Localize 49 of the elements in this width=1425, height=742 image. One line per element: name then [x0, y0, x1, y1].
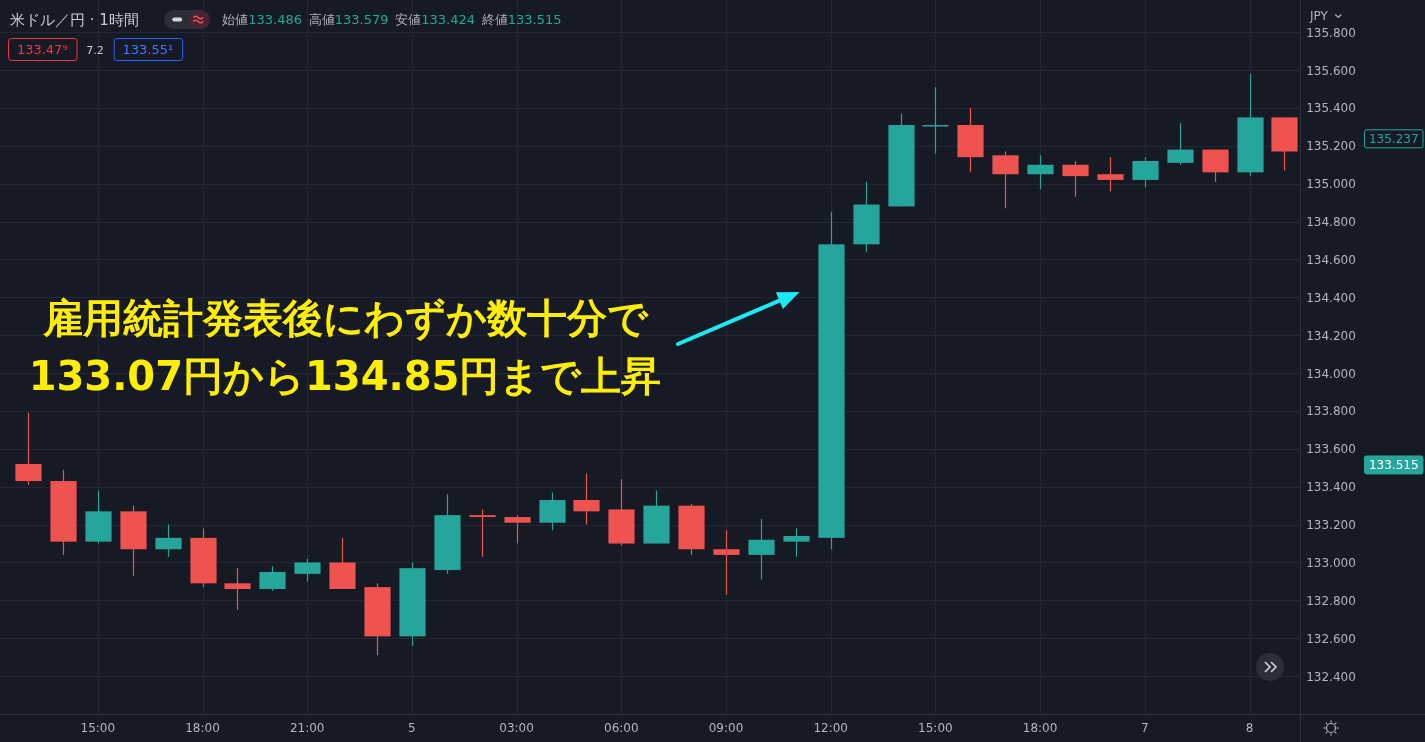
y-tick-label: 132.600	[1306, 631, 1356, 646]
x-tick-label: 15:00	[80, 721, 116, 735]
x-tick-label: 7	[1140, 721, 1149, 735]
x-tick-label: 21:00	[289, 721, 325, 735]
candlestick	[504, 514, 531, 545]
y-tick-label: 134.800	[1306, 215, 1356, 230]
x-tick-label: 06:00	[604, 721, 639, 735]
x-tick-label: 5	[408, 721, 416, 735]
annotation: 安値133.424	[395, 12, 476, 27]
annotation: 雇用統計発表後にわずか数十分で 133.07円から134.85円まで上昇	[28, 295, 662, 399]
y-tick-label: 135.200	[1306, 139, 1356, 154]
y-tick-label: 135.400	[1306, 101, 1356, 116]
annotation: 7.2	[86, 44, 104, 57]
y-tick-label: 135.600	[1306, 63, 1356, 78]
y-tick-label: 135.800	[1306, 25, 1356, 40]
annotation: 終値133.515	[480, 12, 562, 27]
y-tick-label: 132.800	[1306, 593, 1356, 608]
y-tick-label: 134.200	[1306, 328, 1356, 343]
annotation: 133.47⁹	[16, 42, 68, 57]
candlestick	[469, 508, 496, 558]
y-tick-label: 132.400	[1306, 669, 1356, 684]
candlestick	[1027, 154, 1054, 190]
candlestick	[224, 567, 251, 611]
candlestick	[713, 529, 740, 596]
y-tick-label: 133.400	[1306, 480, 1356, 495]
annotation: 高値133.579	[308, 12, 389, 27]
text: 133.515	[1368, 458, 1419, 473]
annotation: 始値133.486	[222, 12, 302, 27]
y-tick-label: 134.000	[1306, 366, 1356, 381]
y-tick-label: 133.200	[1306, 518, 1356, 533]
y-tick-label: 134.600	[1306, 252, 1356, 267]
y-axis-title: JPY	[1309, 9, 1329, 23]
y-tick-label: 133.000	[1306, 555, 1356, 570]
x-tick-label: 18:00	[1022, 721, 1058, 735]
text: 米ドル／円 · 1時間	[10, 11, 139, 29]
y-tick-label: 133.600	[1306, 442, 1356, 457]
y-tick-label: 133.800	[1306, 404, 1356, 419]
y-tick-label: 135.000	[1306, 177, 1356, 192]
annotation: 133.55¹	[122, 42, 174, 57]
x-tick-label: 18:00	[185, 721, 220, 735]
candlestick	[1097, 156, 1124, 192]
text: 135.237	[1368, 132, 1419, 147]
x-tick-label: 03:00	[499, 721, 534, 735]
x-tick-label: 8	[1245, 721, 1254, 735]
candlestick	[783, 527, 810, 558]
x-tick-label: 15:00	[918, 721, 953, 735]
y-tick-label: 134.400	[1306, 290, 1356, 305]
x-tick-label: 09:00	[708, 721, 744, 735]
x-tick-label: 12:00	[813, 721, 848, 735]
